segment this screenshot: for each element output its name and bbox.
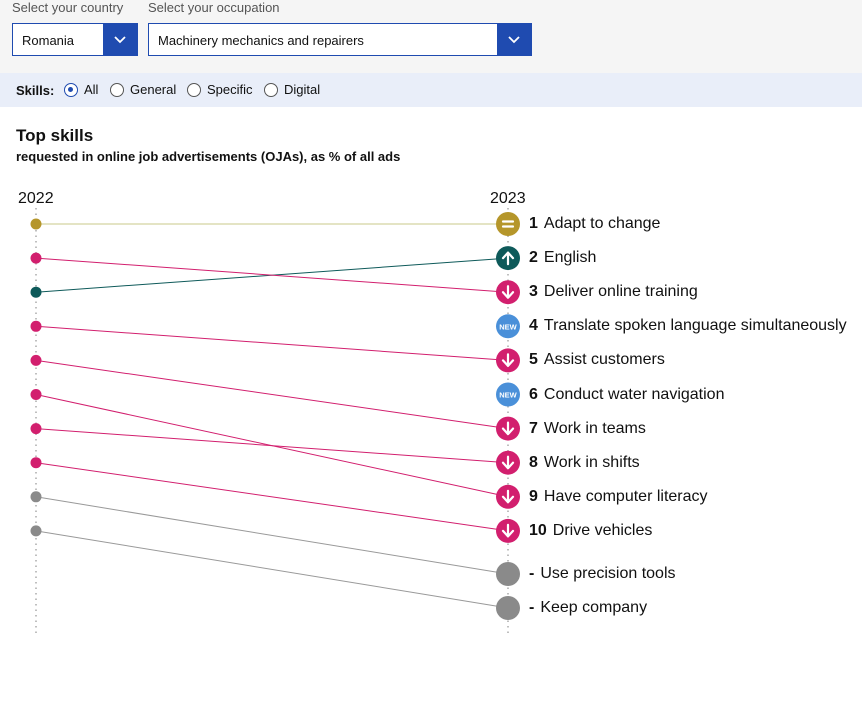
point-2023 <box>496 562 520 586</box>
year-right-label: 2023 <box>490 190 526 207</box>
skill-rank: 6 <box>529 385 538 403</box>
point-2022 <box>30 252 42 264</box>
chart-subtitle: requested in online job advertisements (… <box>16 149 401 164</box>
skill-row: 7 Work in teams <box>529 419 646 439</box>
radio-specific[interactable]: Specific <box>187 82 253 97</box>
skill-rank: - <box>529 599 535 616</box>
skill-rank: 2 <box>529 249 538 267</box>
radio-general-label: General <box>130 82 177 97</box>
point-2023 <box>496 314 520 339</box>
occupation-select[interactable]: Machinery mechanics and repairers <box>148 23 532 56</box>
occupation-value: Machinery mechanics and repairers <box>158 33 364 48</box>
skill-name: Work in shifts <box>543 453 640 471</box>
skill-name: Assist customers <box>543 351 665 369</box>
point-2022 <box>30 457 42 469</box>
skill-name: Work in teams <box>543 419 646 437</box>
country-value: Romania <box>22 33 75 48</box>
slope-line <box>35 530 509 609</box>
skills-filter-bar: Skills: All General Specific Digital <box>0 73 862 107</box>
arrow-up-icon <box>501 251 515 266</box>
country-select[interactable]: Romania <box>12 23 138 56</box>
skill-row: - Use precision tools <box>529 564 676 584</box>
chevron-down-icon[interactable] <box>497 24 531 55</box>
country-label: Select your country <box>12 0 124 15</box>
skill-row: 3 Deliver online training <box>529 282 698 302</box>
skill-rank: 4 <box>529 317 538 335</box>
skill-name: Drive vehicles <box>552 521 653 539</box>
radio-general[interactable]: General <box>110 82 176 97</box>
skill-rank: 9 <box>529 487 538 505</box>
skill-rank: 3 <box>529 283 538 301</box>
skill-rank: 10 <box>529 521 547 539</box>
point-2023 <box>496 596 520 620</box>
skill-row: 10 Drive vehicles <box>529 521 652 541</box>
slope-line <box>35 257 509 293</box>
skill-row: 2 English <box>529 248 596 268</box>
year-left-label: 2022 <box>18 190 54 207</box>
slope-line <box>35 462 509 532</box>
arrow-down-icon <box>501 421 515 436</box>
point-2022 <box>30 320 42 332</box>
arrow-down-icon <box>501 523 515 538</box>
chart-title: Top skills <box>16 126 94 145</box>
point-2022 <box>30 218 42 230</box>
arrow-down-icon <box>501 353 515 367</box>
arrow-down-icon <box>501 489 515 504</box>
new-badge: NEW <box>499 322 517 331</box>
point-2022 <box>30 525 42 537</box>
point-2022 <box>30 423 42 435</box>
skill-rank: 7 <box>529 419 538 437</box>
radio-button-icon[interactable] <box>187 82 201 97</box>
skill-name: Have computer literacy <box>543 487 708 505</box>
skill-name: Deliver online training <box>543 283 698 301</box>
skill-row: 8 Work in shifts <box>529 453 640 473</box>
occupation-label: Select your occupation <box>148 0 280 15</box>
slope-line <box>35 359 509 430</box>
radio-button-icon[interactable] <box>110 82 124 97</box>
point-2022 <box>30 491 42 503</box>
skill-row: 6 Conduct water navigation <box>529 385 724 405</box>
skills-label: Skills: <box>16 83 55 98</box>
slope-line <box>35 496 509 575</box>
skill-name: Adapt to change <box>543 215 661 232</box>
new-badge: NEW <box>499 391 517 400</box>
slope-line <box>35 394 509 498</box>
point-2022 <box>30 286 42 298</box>
radio-digital-label: Digital <box>284 82 321 97</box>
skill-name: Use precision tools <box>540 565 676 582</box>
skill-row: 1 Adapt to change <box>529 214 660 234</box>
skill-rank: 1 <box>529 215 538 232</box>
skill-rank: - <box>529 565 535 582</box>
skill-name: Translate spoken language simultaneously <box>543 317 847 335</box>
point-2022 <box>30 389 42 400</box>
skill-name: English <box>543 249 597 267</box>
radio-digital[interactable]: Digital <box>264 82 320 97</box>
skill-row: 9 Have computer literacy <box>529 487 708 507</box>
skill-row: 5 Assist customers <box>529 350 665 370</box>
radio-specific-label: Specific <box>207 82 253 97</box>
skill-row: - Keep company <box>529 598 647 618</box>
point-2023 <box>496 382 520 407</box>
skill-name: Conduct water navigation <box>543 385 725 403</box>
radio-all-label: All <box>84 82 99 97</box>
point-2023 <box>496 212 520 236</box>
radio-button-icon[interactable] <box>264 82 278 97</box>
point-2022 <box>30 354 42 366</box>
skill-rank: 5 <box>529 351 538 369</box>
skill-rank: 8 <box>529 453 538 471</box>
skill-row: 4 Translate spoken language simultaneousl… <box>529 316 847 336</box>
chevron-down-icon[interactable] <box>103 24 137 55</box>
arrow-down-icon <box>501 455 515 470</box>
radio-all[interactable]: All <box>64 82 98 97</box>
slope-line <box>35 325 509 361</box>
skill-name: Keep company <box>540 599 648 616</box>
filter-bar: Select your country Romania Select your … <box>0 0 862 73</box>
arrow-down-icon <box>501 285 515 299</box>
radio-button-icon[interactable] <box>64 82 78 97</box>
